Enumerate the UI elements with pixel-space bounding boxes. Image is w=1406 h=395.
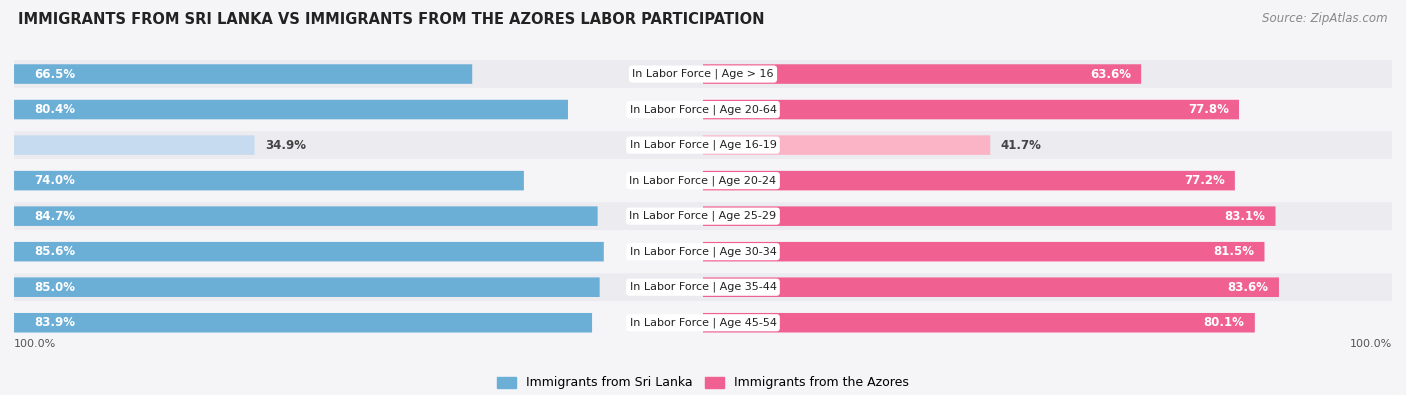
Text: 74.0%: 74.0% xyxy=(35,174,76,187)
Text: In Labor Force | Age 30-34: In Labor Force | Age 30-34 xyxy=(630,246,776,257)
Text: In Labor Force | Age 20-64: In Labor Force | Age 20-64 xyxy=(630,104,776,115)
FancyBboxPatch shape xyxy=(14,131,1392,159)
FancyBboxPatch shape xyxy=(14,206,598,226)
Text: 100.0%: 100.0% xyxy=(1350,339,1392,349)
Text: IMMIGRANTS FROM SRI LANKA VS IMMIGRANTS FROM THE AZORES LABOR PARTICIPATION: IMMIGRANTS FROM SRI LANKA VS IMMIGRANTS … xyxy=(18,12,765,27)
Text: In Labor Force | Age 45-54: In Labor Force | Age 45-54 xyxy=(630,318,776,328)
FancyBboxPatch shape xyxy=(14,238,1392,265)
Text: 80.4%: 80.4% xyxy=(35,103,76,116)
FancyBboxPatch shape xyxy=(703,135,990,155)
Text: In Labor Force | Age 16-19: In Labor Force | Age 16-19 xyxy=(630,140,776,150)
FancyBboxPatch shape xyxy=(14,96,1392,123)
Text: 100.0%: 100.0% xyxy=(14,339,56,349)
FancyBboxPatch shape xyxy=(14,135,254,155)
FancyBboxPatch shape xyxy=(14,202,1392,230)
FancyBboxPatch shape xyxy=(14,100,568,119)
FancyBboxPatch shape xyxy=(14,309,1392,337)
FancyBboxPatch shape xyxy=(14,64,472,84)
Text: 80.1%: 80.1% xyxy=(1204,316,1244,329)
Text: 83.9%: 83.9% xyxy=(35,316,76,329)
FancyBboxPatch shape xyxy=(703,64,1142,84)
Text: 85.0%: 85.0% xyxy=(35,281,76,294)
Text: Source: ZipAtlas.com: Source: ZipAtlas.com xyxy=(1263,12,1388,25)
Legend: Immigrants from Sri Lanka, Immigrants from the Azores: Immigrants from Sri Lanka, Immigrants fr… xyxy=(498,376,908,389)
Text: 66.5%: 66.5% xyxy=(35,68,76,81)
Text: 41.7%: 41.7% xyxy=(1001,139,1042,152)
FancyBboxPatch shape xyxy=(703,100,1239,119)
FancyBboxPatch shape xyxy=(14,242,603,261)
FancyBboxPatch shape xyxy=(14,60,1392,88)
FancyBboxPatch shape xyxy=(14,273,1392,301)
FancyBboxPatch shape xyxy=(14,313,592,333)
Text: 63.6%: 63.6% xyxy=(1090,68,1130,81)
FancyBboxPatch shape xyxy=(703,242,1264,261)
FancyBboxPatch shape xyxy=(14,277,599,297)
Text: In Labor Force | Age > 16: In Labor Force | Age > 16 xyxy=(633,69,773,79)
Text: In Labor Force | Age 35-44: In Labor Force | Age 35-44 xyxy=(630,282,776,292)
Text: 81.5%: 81.5% xyxy=(1213,245,1254,258)
FancyBboxPatch shape xyxy=(703,277,1279,297)
Text: In Labor Force | Age 25-29: In Labor Force | Age 25-29 xyxy=(630,211,776,222)
FancyBboxPatch shape xyxy=(703,206,1275,226)
Text: In Labor Force | Age 20-24: In Labor Force | Age 20-24 xyxy=(630,175,776,186)
FancyBboxPatch shape xyxy=(14,167,1392,194)
FancyBboxPatch shape xyxy=(14,171,524,190)
Text: 85.6%: 85.6% xyxy=(35,245,76,258)
Text: 84.7%: 84.7% xyxy=(35,210,76,223)
Text: 83.1%: 83.1% xyxy=(1225,210,1265,223)
FancyBboxPatch shape xyxy=(703,313,1254,333)
Text: 77.2%: 77.2% xyxy=(1184,174,1225,187)
Text: 77.8%: 77.8% xyxy=(1188,103,1229,116)
Text: 34.9%: 34.9% xyxy=(264,139,307,152)
FancyBboxPatch shape xyxy=(703,171,1234,190)
Text: 83.6%: 83.6% xyxy=(1227,281,1268,294)
